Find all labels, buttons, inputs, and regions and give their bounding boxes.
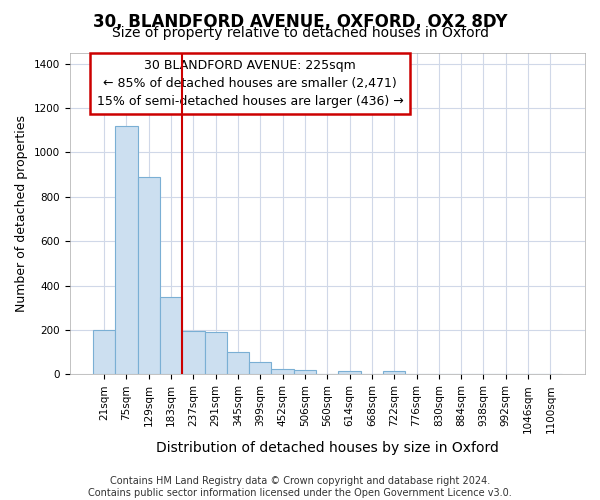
X-axis label: Distribution of detached houses by size in Oxford: Distribution of detached houses by size … — [156, 441, 499, 455]
Bar — [93, 330, 115, 374]
Bar — [271, 369, 294, 374]
Bar — [205, 332, 227, 374]
Y-axis label: Number of detached properties: Number of detached properties — [15, 115, 28, 312]
Bar — [294, 370, 316, 374]
Text: Contains HM Land Registry data © Crown copyright and database right 2024.
Contai: Contains HM Land Registry data © Crown c… — [88, 476, 512, 498]
Bar — [115, 126, 137, 374]
Bar — [227, 352, 249, 374]
Bar — [383, 371, 406, 374]
Text: 30, BLANDFORD AVENUE, OXFORD, OX2 8DY: 30, BLANDFORD AVENUE, OXFORD, OX2 8DY — [93, 12, 507, 30]
Bar — [137, 177, 160, 374]
Bar — [249, 362, 271, 374]
Text: Size of property relative to detached houses in Oxford: Size of property relative to detached ho… — [112, 26, 488, 40]
Bar — [160, 296, 182, 374]
Bar — [182, 331, 205, 374]
Bar — [338, 371, 361, 374]
Text: 30 BLANDFORD AVENUE: 225sqm
← 85% of detached houses are smaller (2,471)
15% of : 30 BLANDFORD AVENUE: 225sqm ← 85% of det… — [97, 59, 403, 108]
